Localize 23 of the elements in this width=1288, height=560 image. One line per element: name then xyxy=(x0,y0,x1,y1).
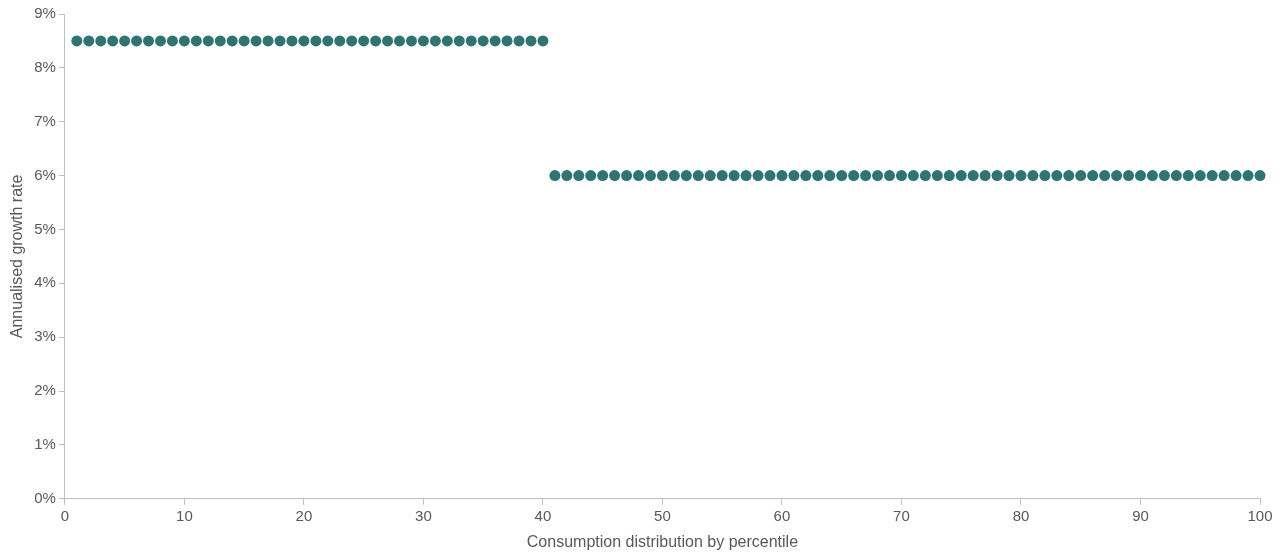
x-tick-label: 90 xyxy=(1132,506,1149,524)
x-tick-label: 40 xyxy=(534,506,552,524)
x-tick-label: 70 xyxy=(893,506,910,524)
y-tick-label: 9% xyxy=(34,4,56,22)
y-tick-label: 1% xyxy=(34,435,56,453)
y-tick-label: 6% xyxy=(34,165,56,183)
y-axis-title: Annualised growth rate xyxy=(8,174,26,339)
y-tick-label: 7% xyxy=(34,111,56,129)
y-tick-label: 8% xyxy=(34,58,56,76)
x-tick-label: 0 xyxy=(60,506,70,524)
x-tick-label: 100 xyxy=(1247,506,1273,524)
x-tick-label: 60 xyxy=(773,506,791,524)
y-tick-label: 5% xyxy=(34,219,56,237)
x-tick-label: 50 xyxy=(654,506,671,524)
x-tick-label: 10 xyxy=(176,506,193,524)
y-tick-label: 0% xyxy=(34,488,56,506)
y-tick-label: 4% xyxy=(34,273,56,291)
y-tick-label: 3% xyxy=(34,327,56,345)
x-axis-title: Consumption distribution by percentile xyxy=(526,532,799,550)
x-tick-label: 80 xyxy=(1012,506,1030,524)
x-tick-label: 20 xyxy=(295,506,313,524)
x-tick-label: 30 xyxy=(415,506,432,524)
y-tick-label: 2% xyxy=(34,381,56,399)
